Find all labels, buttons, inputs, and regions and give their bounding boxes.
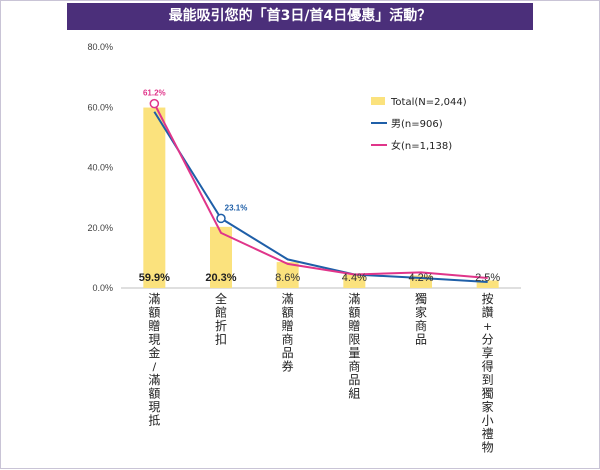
category-label-char: 贈 — [348, 318, 360, 333]
category-label-char: 額 — [282, 306, 294, 320]
bar-value-label: 8.6% — [275, 272, 300, 284]
category-label-char: 扣 — [215, 333, 227, 347]
category-label-char: 得 — [482, 359, 494, 374]
category-label-char: + — [483, 320, 492, 333]
y-tick-label: 40.0% — [87, 163, 113, 173]
category-label-char: 額 — [148, 306, 160, 320]
series-line-0 — [153, 111, 488, 283]
category-label-char: 獨 — [482, 386, 494, 401]
category-label-char: 額 — [148, 387, 160, 401]
category-label-char: 享 — [482, 345, 494, 360]
category-label-char: 品 — [348, 373, 360, 387]
legend-label: 女(n=1,138) — [391, 139, 452, 152]
y-tick-label: 0.0% — [92, 283, 113, 293]
category-label-char: 量 — [348, 346, 360, 360]
category-label-char: 品 — [415, 333, 427, 347]
legend-label: Total(N=2,044) — [390, 97, 467, 108]
category-label-char: 金 — [148, 345, 160, 360]
y-tick-label: 60.0% — [87, 102, 113, 112]
legend-swatch — [371, 97, 385, 105]
category-label-char: 館 — [215, 305, 227, 320]
bar-3 — [343, 274, 366, 288]
y-tick-label: 80.0% — [87, 42, 113, 52]
category-label-char: 分 — [482, 333, 494, 347]
category-label-char: 現 — [148, 400, 160, 414]
category-label-char: 家 — [415, 305, 427, 320]
category-label-char: 商 — [415, 318, 427, 333]
bar-2 — [276, 262, 299, 288]
category-label-char: 額 — [348, 306, 360, 320]
category-label-char: 滿 — [148, 292, 160, 306]
category-label-char: 限 — [348, 333, 360, 347]
category-label-char: 禮 — [482, 427, 494, 441]
category-label-char: 獨 — [415, 291, 427, 306]
bar-value-label: 4.2% — [408, 272, 433, 284]
category-label-char: 全 — [215, 291, 227, 306]
category-label-char: 滿 — [282, 292, 294, 306]
category-label-char: 折 — [215, 318, 227, 333]
line-point-label: 23.1% — [225, 203, 248, 212]
category-label-char: 讚 — [482, 305, 494, 320]
bar-0 — [143, 107, 166, 289]
category-label-char: 現 — [148, 333, 160, 347]
chart-title: 最能吸引您的「首3日/首4日優惠」活動？ — [67, 3, 533, 30]
bar-value-label: 59.9% — [139, 272, 170, 284]
category-label-char: 小 — [482, 414, 494, 428]
bar-value-label: 2.5% — [475, 272, 500, 284]
line-point-label: 61.2% — [143, 89, 166, 98]
category-label-char: 商 — [282, 332, 294, 347]
line-point-marker — [216, 213, 226, 224]
category-label-char: 組 — [348, 387, 360, 401]
category-label-char: 滿 — [348, 292, 360, 306]
category-label-char: 滿 — [148, 373, 160, 387]
category-label-char: 商 — [348, 359, 360, 374]
category-label-char: 家 — [482, 399, 494, 414]
category-label-char: 贈 — [282, 318, 294, 333]
line-point-marker — [149, 98, 160, 109]
bar-1 — [210, 226, 232, 288]
y-tick-label: 20.0% — [87, 223, 113, 233]
category-label-char: 物 — [482, 441, 494, 455]
bar-5 — [476, 280, 499, 288]
category-label-char: 抵 — [148, 414, 160, 428]
bar-value-label: 20.3% — [205, 272, 236, 284]
category-label-char: 按 — [482, 292, 494, 306]
category-label-char: / — [152, 361, 156, 374]
category-label-char: 品 — [282, 346, 294, 360]
legend-label: 男(n=906) — [391, 118, 443, 130]
series-line-1 — [153, 103, 488, 280]
category-label-char: 到 — [482, 373, 494, 387]
bar-value-label: 4.4% — [342, 272, 367, 284]
category-label-char: 券 — [282, 359, 294, 374]
category-label-char: 贈 — [148, 318, 160, 333]
